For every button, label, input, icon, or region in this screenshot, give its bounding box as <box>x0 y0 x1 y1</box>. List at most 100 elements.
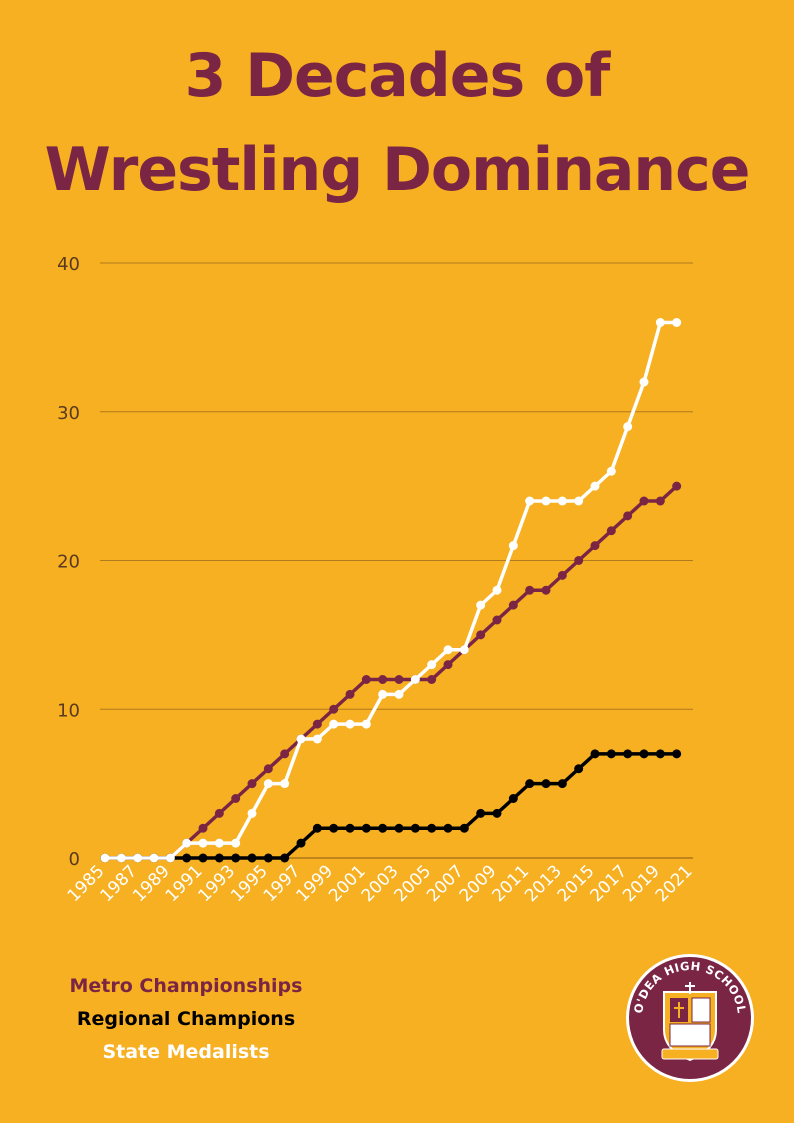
data-point-regional-champions <box>541 779 551 789</box>
data-point-regional-champions <box>606 749 616 759</box>
data-point-metro-championships <box>378 675 388 684</box>
data-point-regional-champions <box>623 749 633 759</box>
series-line-metro-championships <box>105 484 678 860</box>
x-tick-label: 2003 <box>358 861 403 906</box>
y-tick-label: 40 <box>57 254 80 275</box>
data-point-regional-champions <box>590 749 600 759</box>
data-point-state-medalists <box>476 600 486 610</box>
data-point-metro-championships <box>312 719 322 729</box>
data-point-regional-champions <box>329 823 339 833</box>
x-tick-label: 2015 <box>554 861 599 906</box>
x-tick-label: 1993 <box>194 861 239 906</box>
x-tick-label: 1997 <box>260 861 305 906</box>
data-point-state-medalists <box>312 734 322 744</box>
data-point-regional-champions <box>345 823 355 833</box>
x-tick-label: 2019 <box>619 861 664 906</box>
data-point-regional-champions <box>443 823 453 833</box>
data-point-state-medalists <box>623 422 633 432</box>
data-point-state-medalists <box>378 689 388 699</box>
y-tick-label: 10 <box>57 700 80 721</box>
data-point-state-medalists <box>165 853 175 863</box>
data-point-regional-champions <box>459 823 469 833</box>
data-point-state-medalists <box>410 675 420 684</box>
data-point-state-medalists <box>427 660 437 670</box>
data-point-regional-champions <box>655 749 665 759</box>
legend-metro-championships: Metro Championships <box>69 975 303 997</box>
data-point-regional-champions <box>508 794 518 803</box>
data-point-metro-championships <box>231 794 241 803</box>
data-point-state-medalists <box>361 719 371 729</box>
data-point-state-medalists <box>100 853 110 863</box>
data-point-state-medalists <box>557 496 567 506</box>
data-point-metro-championships <box>557 570 567 580</box>
data-point-state-medalists <box>606 466 616 476</box>
data-point-state-medalists <box>459 645 469 655</box>
data-point-metro-championships <box>655 496 665 506</box>
data-point-regional-champions <box>280 853 290 863</box>
data-point-regional-champions <box>247 853 257 863</box>
data-point-metro-championships <box>361 675 371 684</box>
data-point-metro-championships <box>329 704 339 714</box>
data-point-regional-champions <box>574 764 584 774</box>
x-tick-label: 2005 <box>390 861 435 906</box>
x-tick-label: 1987 <box>96 861 141 906</box>
data-point-regional-champions <box>427 823 437 833</box>
x-tick-label: 2011 <box>488 861 533 906</box>
data-point-state-medalists <box>443 645 453 655</box>
x-tick-label: 2001 <box>325 861 370 906</box>
data-point-regional-champions <box>312 823 322 833</box>
data-point-state-medalists <box>492 585 502 595</box>
data-point-state-medalists <box>198 838 208 848</box>
data-point-metro-championships <box>492 615 502 625</box>
data-point-regional-champions <box>492 808 502 818</box>
data-point-state-medalists <box>639 377 649 387</box>
legend-state-medalists: State Medalists <box>102 1041 270 1063</box>
data-point-state-medalists <box>590 481 600 491</box>
data-point-metro-championships <box>345 689 355 699</box>
data-point-metro-championships <box>525 585 535 595</box>
data-point-regional-champions <box>263 853 273 863</box>
data-point-regional-champions <box>672 749 682 759</box>
data-point-metro-championships <box>394 675 404 684</box>
data-point-metro-championships <box>606 526 616 536</box>
x-tick-label: 2017 <box>586 861 631 906</box>
data-point-regional-champions <box>198 853 208 863</box>
x-tick-label: 2013 <box>521 861 566 906</box>
data-point-metro-championships <box>443 660 453 670</box>
y-tick-label: 30 <box>57 403 80 424</box>
legend-regional-champions: Regional Champions <box>76 1008 296 1030</box>
x-tick-label: 2009 <box>456 861 501 906</box>
x-tick-label: 1995 <box>227 861 272 906</box>
data-point-regional-champions <box>410 823 420 833</box>
data-point-state-medalists <box>655 318 665 327</box>
data-point-state-medalists <box>574 496 584 506</box>
x-tick-label: 1991 <box>162 861 207 906</box>
line-chart: 0102030401985198719891991199319951997199… <box>57 254 697 906</box>
y-tick-label: 20 <box>57 552 80 573</box>
data-point-state-medalists <box>508 541 518 551</box>
data-point-state-medalists <box>263 779 273 789</box>
data-point-state-medalists <box>214 838 224 848</box>
data-point-metro-championships <box>623 511 633 521</box>
data-point-regional-champions <box>378 823 388 833</box>
data-point-state-medalists <box>394 689 404 699</box>
data-point-state-medalists <box>345 719 355 729</box>
data-point-state-medalists <box>280 779 290 789</box>
data-point-metro-championships <box>672 481 682 491</box>
odea-high-school-seal-logo: O'DEA HIGH SCHOOL <box>626 954 754 1082</box>
data-point-regional-champions <box>182 853 192 863</box>
series-line-state-medalists <box>105 320 677 860</box>
data-point-state-medalists <box>133 853 143 863</box>
data-point-regional-champions <box>476 808 486 818</box>
data-point-regional-champions <box>361 823 371 833</box>
data-point-state-medalists <box>672 318 682 327</box>
data-point-state-medalists <box>182 838 192 848</box>
y-tick-label: 0 <box>69 849 80 870</box>
x-tick-label: 2007 <box>423 861 468 906</box>
data-point-metro-championships <box>476 630 486 640</box>
data-point-state-medalists <box>525 496 535 506</box>
x-tick-label: 2021 <box>652 861 697 906</box>
data-point-metro-championships <box>508 600 518 610</box>
x-tick-label: 1989 <box>129 861 174 906</box>
data-point-state-medalists <box>541 496 551 506</box>
